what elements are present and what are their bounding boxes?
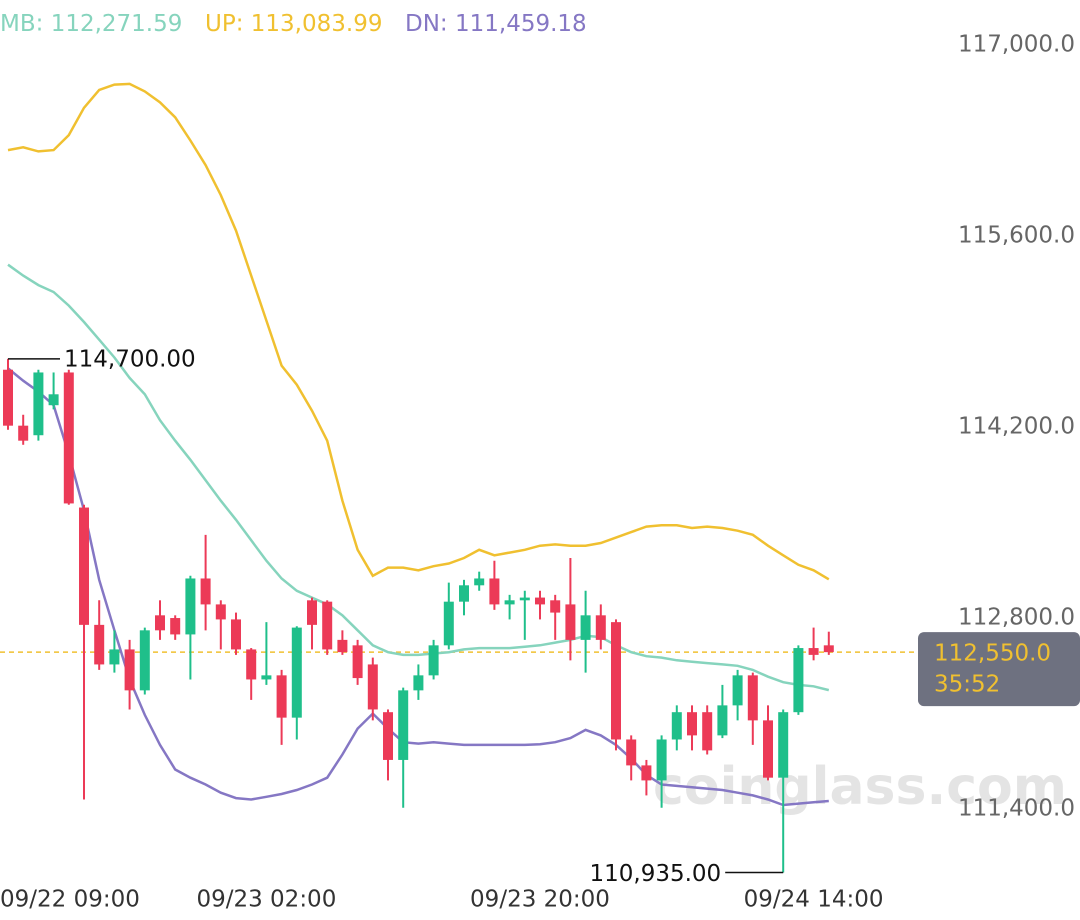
legend-name: UP [205, 11, 236, 37]
candle-body [185, 578, 196, 635]
overlay-line [7, 367, 829, 807]
legend-value: 113,083.99 [251, 11, 383, 37]
candle-body [124, 649, 135, 691]
y-tick-label: 117,000.0 [958, 32, 1075, 58]
overlay-line [7, 82, 830, 581]
price-box [918, 632, 1080, 707]
candle-body [337, 639, 348, 653]
candle-body [48, 394, 59, 406]
candle-body [671, 712, 682, 740]
candle-body [170, 618, 181, 635]
candle-body [550, 600, 561, 613]
candle-body [109, 649, 120, 665]
low-annotation-label: 110,935.00 [589, 861, 721, 887]
candle-body [367, 664, 378, 710]
candle-body [94, 624, 105, 665]
overlay-line [7, 263, 830, 692]
price-box-countdown: 35:52 [934, 672, 1000, 698]
candle-body [307, 600, 317, 625]
candle-body [200, 578, 211, 605]
price-box-value: 112,550.0 [934, 641, 1051, 667]
legend-value: 111,459.18 [455, 11, 587, 37]
candle-body [33, 372, 44, 436]
candle-body [428, 645, 439, 676]
candle-body [18, 425, 29, 441]
candle-body [580, 615, 591, 640]
candle-body [823, 645, 834, 653]
candle-body [443, 601, 454, 646]
candle-body [565, 604, 576, 640]
y-tick-label: 115,600.0 [958, 223, 1075, 249]
candle-body [413, 675, 424, 691]
candle-body [79, 507, 89, 625]
candle-body [535, 597, 545, 605]
y-tick-label: 111,400.0 [958, 796, 1075, 822]
x-tick-label: 09/24 14:00 [744, 887, 884, 913]
candle-body [246, 649, 257, 680]
candle-body [656, 739, 667, 781]
candle-body [747, 675, 758, 721]
candle-body [763, 720, 773, 778]
y-tick-label: 114,200.0 [958, 414, 1075, 440]
candle-body [352, 645, 363, 679]
candle-body [322, 601, 333, 650]
candle-body [276, 675, 287, 718]
candle-body [215, 604, 226, 620]
candle-body [808, 648, 819, 655]
candle-body [732, 675, 743, 706]
legend-name: DN [405, 11, 440, 37]
candle-body [398, 690, 409, 760]
high-annotation-label: 114,700.00 [64, 346, 196, 372]
candle-body [231, 619, 241, 650]
candle-body [63, 372, 74, 504]
candle-body [611, 622, 621, 740]
candle-body [504, 600, 515, 605]
legend-entry: DN: 111,459.18 [405, 11, 587, 37]
legend-name: MB [0, 11, 36, 37]
y-tick-label: 112,800.0 [958, 605, 1075, 631]
candle-body [717, 705, 728, 736]
candle-body [519, 597, 530, 601]
candle-body [489, 578, 500, 605]
candle-body [139, 630, 150, 691]
candle-body [3, 369, 13, 426]
x-tick-label: 09/23 20:00 [470, 887, 610, 913]
legend-entry: UP: 113,083.99 [205, 11, 382, 37]
candle-body [291, 627, 302, 718]
candle-body [793, 648, 804, 713]
candle-body [155, 615, 165, 631]
candle-body [595, 615, 606, 640]
candle-body [687, 712, 697, 736]
x-tick-label: 09/23 02:00 [196, 887, 336, 913]
candle-body [383, 712, 393, 760]
watermark: coinglass.com [653, 757, 1067, 817]
candle-body [626, 739, 637, 766]
x-tick-label: 09/22 09:00 [0, 887, 140, 913]
candle-body [702, 712, 713, 751]
candle-body [459, 585, 469, 602]
candle-body [474, 578, 485, 586]
legend-value: 112,271.59 [51, 11, 183, 37]
candle-body [641, 765, 652, 781]
candle-body [778, 712, 789, 778]
legend-entry: MB: 112,271.59 [0, 11, 182, 37]
candle-body [261, 675, 272, 680]
